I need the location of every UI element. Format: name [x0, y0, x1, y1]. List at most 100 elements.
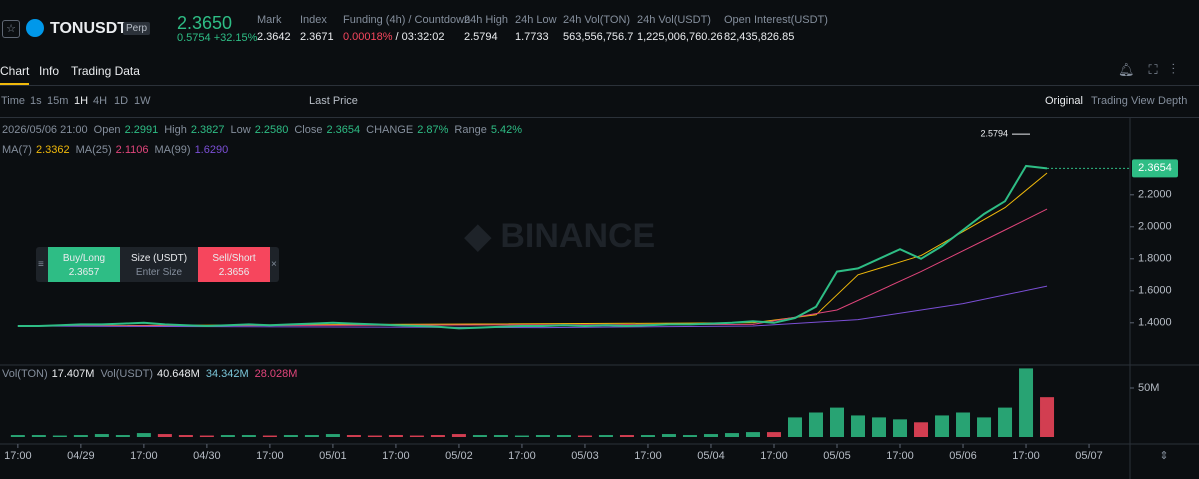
volume-bar: [808, 412, 823, 437]
buy-button[interactable]: Buy/Long 2.3657: [48, 247, 120, 282]
logo: [26, 19, 44, 37]
volume-bar: [661, 434, 676, 437]
volume-bar: [851, 415, 866, 437]
volume-bar: [724, 433, 739, 437]
stat-label: 24h Vol(USDT): [637, 14, 711, 26]
volume-bar: [388, 435, 403, 437]
last-price: 2.3650: [177, 13, 233, 33]
volume-bar: [1040, 397, 1055, 437]
x-tick-label: 05/06: [949, 450, 977, 462]
x-tick-label: 05/01: [319, 450, 347, 462]
volume-bar: [514, 435, 529, 437]
tab[interactable]: Info: [39, 64, 60, 78]
volume-bar: [283, 435, 298, 437]
stat-label: 24h High: [464, 14, 509, 26]
date: 2026/05/06 21:00: [2, 124, 88, 136]
view[interactable]: Depth: [1158, 95, 1188, 107]
volume-bar: [178, 435, 193, 437]
volume-bar: [451, 434, 466, 437]
volume-bar: [745, 432, 760, 437]
x-tick-label: 04/30: [193, 450, 221, 462]
symbol[interactable]: TONUSDT: [50, 20, 128, 37]
volume-bar: [52, 435, 67, 437]
change-abs: 0.5754: [177, 32, 211, 44]
order-widget: ≡ Buy/Long 2.3657 Size (USDT) Enter Size S…: [36, 247, 279, 282]
y-tick-label: 50M: [1138, 382, 1159, 394]
vol-value: 17.407M: [51, 368, 95, 380]
favorite[interactable]: ☆: [2, 20, 20, 38]
volume-bar: [619, 435, 634, 437]
volume-bar: [472, 435, 487, 437]
volume-bar: [31, 435, 46, 437]
stat-number: 2.3642: [257, 31, 291, 43]
volume-bar: [556, 435, 571, 437]
stat-label: Index: [300, 14, 327, 26]
toolbar: Time 1s 15m 1H 4H 1D 1W Last Price Original Tradi…: [0, 95, 1199, 109]
divider: [0, 85, 1199, 86]
close[interactable]: ×: [271, 259, 277, 270]
stat-number: 563,556,756.7: [563, 31, 634, 43]
tab[interactable]: Chart: [0, 64, 30, 85]
axis-icon: ⇕: [1159, 450, 1168, 462]
field-value: 2.3827: [190, 124, 225, 136]
volume-bar: [577, 435, 592, 437]
volume-bar: [977, 417, 992, 437]
interval[interactable]: 15m: [47, 95, 69, 107]
chart: ◆ BINANCE 1.4000 1.6000 1.8000 2.0000 2.2000 5…: [0, 118, 1199, 479]
change: 0.5754 +32.15%: [177, 32, 257, 44]
volume-bar: [304, 435, 319, 437]
x-tick-label: 17:00: [760, 450, 788, 462]
volume-bar: [535, 435, 550, 437]
tab[interactable]: Trading Data: [71, 64, 140, 78]
view[interactable]: Trading View: [1091, 95, 1155, 107]
vol-label: Vol(USDT): [100, 368, 154, 380]
interval[interactable]: 1H: [74, 95, 89, 107]
ma-legend: MA(7) 2.3362 MA(25) 2.1106 MA(99) 1.6290: [2, 144, 234, 156]
buy-label: Buy/Long: [62, 253, 106, 264]
stat-value: 2.3642: [257, 31, 291, 43]
volume-bar: [262, 435, 277, 437]
tools[interactable]: 🔔︎⛶⋮: [1118, 62, 1189, 77]
sell-button[interactable]: Sell/Short 2.3656: [198, 247, 270, 282]
drag-handle[interactable]: ≡: [38, 259, 44, 270]
x-tick-label: 05/05: [823, 450, 851, 462]
volume-bar: [430, 435, 445, 437]
field-label: Low: [230, 124, 251, 136]
y-tick-label: 1.8000: [1138, 253, 1172, 265]
volume-bar: [956, 412, 971, 437]
interval[interactable]: 4H: [93, 95, 108, 107]
size-placeholder: Enter Size: [135, 267, 183, 278]
x-tick-label: 05/07: [1075, 450, 1103, 462]
volume-bar: [640, 435, 655, 437]
interval[interactable]: 1s: [30, 95, 42, 107]
size-input[interactable]: Size (USDT) Enter Size: [120, 247, 198, 282]
volume-bar: [787, 417, 802, 437]
view[interactable]: Original: [1045, 95, 1083, 107]
stat-number: 82,435,826.85: [724, 31, 795, 43]
ma-value: 2.1106: [115, 144, 149, 156]
field-label: Close: [294, 124, 323, 136]
x-tick-label: 04/29: [67, 450, 95, 462]
stat-label: 24h Vol(TON): [563, 14, 631, 26]
ma-label: MA(99): [154, 144, 191, 156]
volume-bar: [346, 435, 361, 437]
x-tick-label: 17:00: [886, 450, 914, 462]
volume-bar: [598, 435, 613, 437]
time-label[interactable]: Time: [1, 95, 26, 107]
x-tick-label: 17:00: [256, 450, 284, 462]
stat-value: 2.5794: [464, 31, 498, 43]
interval[interactable]: 1W: [134, 95, 151, 107]
stat-value: 1.7733: [515, 31, 549, 43]
stat-number: 2.5794: [464, 31, 498, 43]
volume-bar: [1019, 368, 1034, 437]
stat-label: 24h Low: [515, 14, 557, 26]
stat-number: 1,225,006,760.26: [637, 31, 723, 43]
price-type[interactable]: Last Price: [309, 95, 358, 107]
field-value: 2.3654: [326, 124, 361, 136]
x-tick-label: 05/04: [697, 450, 725, 462]
volume-bar: [914, 422, 929, 437]
field-value: 2.87%: [417, 124, 449, 136]
interval[interactable]: 1D: [114, 95, 129, 107]
volume-bar: [872, 417, 887, 437]
volume-bar: [493, 435, 508, 437]
